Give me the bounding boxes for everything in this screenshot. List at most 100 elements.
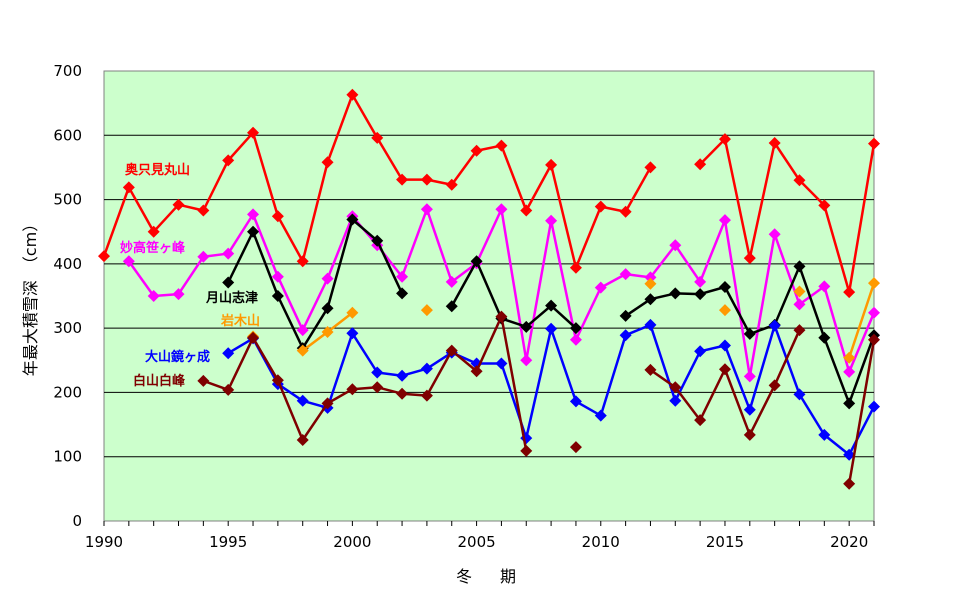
data-point: [371, 131, 384, 144]
data-point: [296, 255, 309, 268]
data-point: [445, 178, 458, 191]
series-line: [847, 282, 876, 359]
data-point: [669, 239, 682, 252]
data-point: [594, 281, 607, 294]
data-point: [694, 345, 707, 358]
x-tick-label: 1990: [85, 533, 123, 551]
grid-lines: [104, 134, 874, 458]
data-point: [718, 214, 731, 227]
data-point: [843, 365, 856, 378]
data-point: [271, 210, 284, 223]
data-point: [569, 395, 582, 408]
data-point: [371, 234, 384, 247]
data-point: [346, 213, 359, 226]
x-tick-label: 2015: [706, 533, 744, 551]
y-tick-label: 0: [72, 512, 82, 530]
data-point: [247, 331, 260, 344]
data-point: [470, 144, 483, 157]
y-tick-label: 300: [53, 319, 82, 337]
data-point: [868, 333, 880, 346]
series-5: [197, 310, 880, 490]
data-point: [271, 270, 284, 283]
data-point: [470, 255, 483, 268]
data-point: [569, 441, 582, 454]
data-point: [172, 288, 185, 301]
data-point: [793, 260, 806, 273]
series-1: [122, 203, 880, 383]
data-point: [694, 288, 707, 301]
data-point: [346, 306, 359, 319]
data-point: [718, 304, 731, 317]
y-tick-label: 400: [53, 255, 82, 273]
data-point: [718, 133, 731, 146]
data-point: [545, 214, 558, 227]
data-point: [420, 203, 433, 216]
x-tick-label: 2010: [582, 533, 620, 551]
series-line: [202, 315, 528, 452]
series-2: [222, 213, 880, 410]
data-point: [222, 347, 235, 360]
series-label: 大山鏡ヶ成: [145, 349, 210, 365]
data-point: [619, 268, 632, 281]
data-point: [321, 397, 334, 410]
data-point: [793, 285, 806, 298]
data-point: [122, 181, 135, 194]
data-point: [868, 400, 880, 413]
data-point: [818, 331, 831, 344]
data-point: [321, 156, 334, 169]
data-point: [644, 271, 657, 284]
data-point: [420, 362, 433, 375]
data-point: [569, 322, 582, 335]
data-point: [818, 280, 831, 293]
y-axis-label: 年最大積雪深 （cm）: [21, 216, 40, 376]
series-line: [450, 260, 577, 330]
data-point: [396, 369, 409, 382]
data-point: [545, 158, 558, 171]
data-point: [346, 327, 359, 340]
data-point: [222, 383, 235, 396]
data-point: [793, 324, 806, 337]
data-point: [768, 137, 781, 149]
data-point: [694, 414, 707, 427]
data-point: [396, 270, 409, 283]
data-point: [694, 275, 707, 288]
x-tick-label: 2000: [333, 533, 371, 551]
data-point: [222, 247, 235, 260]
data-point: [296, 344, 309, 357]
data-point: [346, 383, 359, 396]
data-point: [495, 357, 508, 370]
data-point: [445, 300, 458, 313]
data-point: [843, 351, 856, 364]
data-point: [520, 320, 533, 333]
data-point: [371, 381, 384, 394]
data-point: [420, 304, 433, 317]
data-point: [296, 434, 309, 446]
data-point: [743, 252, 756, 265]
data-point: [545, 322, 558, 335]
data-point: [520, 444, 533, 457]
data-point: [420, 173, 433, 186]
data-point: [743, 428, 756, 441]
series-3: [247, 277, 880, 364]
data-point: [197, 204, 210, 217]
data-point: [445, 344, 458, 357]
data-point: [644, 293, 657, 306]
data-point: [768, 319, 781, 332]
series-label: 月山志津: [205, 290, 258, 306]
data-point: [147, 290, 160, 302]
data-point: [247, 208, 260, 221]
data-point: [644, 363, 657, 376]
plot-area: [103, 70, 875, 522]
data-point: [868, 277, 880, 290]
data-point: [594, 409, 607, 422]
data-point: [545, 299, 558, 312]
y-tick-label: 100: [53, 448, 82, 466]
data-point: [793, 298, 806, 311]
data-point: [396, 287, 409, 300]
data-point: [743, 370, 756, 383]
data-point: [619, 205, 632, 218]
data-point: [197, 374, 210, 387]
data-point: [843, 286, 856, 299]
